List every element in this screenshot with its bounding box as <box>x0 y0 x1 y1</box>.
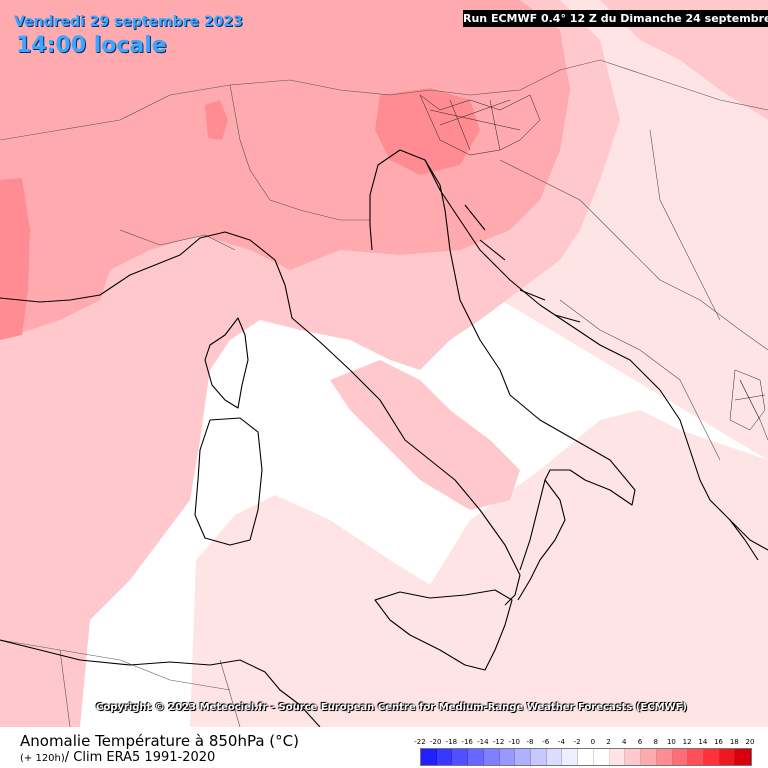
legend-tick-label: 12 <box>682 738 692 746</box>
legend-swatch <box>609 749 626 765</box>
coast-sardinia <box>194 417 263 546</box>
legend-tick-label: -2 <box>573 738 581 746</box>
country-borders <box>0 59 768 727</box>
anomaly-map <box>0 0 768 727</box>
coast-calabria <box>517 479 566 601</box>
lead-time: (+ 120h) <box>20 753 65 764</box>
legend-tick-label: -14 <box>477 738 489 746</box>
valid-date: Vendredi 29 septembre 2023 <box>14 14 243 30</box>
coast-balkans <box>424 159 768 551</box>
dense-regions <box>419 94 766 431</box>
legend-tick-label: -6 <box>542 738 550 746</box>
legend-swatch <box>421 749 437 765</box>
legend-tick-label: -16 <box>461 738 473 746</box>
legend-tick-label: 2 <box>606 738 611 746</box>
climatology-label: / Clim ERA5 1991-2020 <box>64 750 216 765</box>
legend-swatch <box>688 749 704 765</box>
coast-sicily <box>374 589 513 671</box>
legend-tick-label: -10 <box>508 738 520 746</box>
legend-tick-label: 8 <box>653 738 658 746</box>
legend-swatch <box>468 749 484 765</box>
legend-swatch <box>531 749 547 765</box>
legend-tick-label: -12 <box>492 738 505 746</box>
coast-ligurian <box>0 231 521 606</box>
legend-swatch <box>436 749 453 765</box>
legend-swatch <box>515 749 532 765</box>
legend-swatch <box>656 749 673 765</box>
legend-tick-label: -4 <box>557 738 565 746</box>
anomaly-zone-6-8 <box>0 0 570 340</box>
legend-tick-label: 6 <box>637 738 643 746</box>
legend-tick-label: 20 <box>745 738 755 746</box>
anomaly-zone-8-10-alps <box>205 100 228 140</box>
coastlines <box>0 149 768 727</box>
legend-tick-label: 4 <box>622 738 627 746</box>
valid-time: 14:00 locale <box>16 33 167 58</box>
legend-swatch <box>452 749 469 765</box>
legend-color-scale <box>420 748 752 766</box>
coast-corsica <box>204 317 249 409</box>
copyright-notice: Copyright © 2023 Meteociel.fr - Source E… <box>96 702 687 713</box>
legend-swatch <box>625 749 642 765</box>
legend-swatch <box>641 749 657 765</box>
legend-swatch <box>719 749 736 765</box>
legend-swatch <box>562 749 579 765</box>
parameter-title: Anomalie Température à 850hPa (°C) <box>20 732 299 750</box>
legend-tick-label: 16 <box>714 738 724 746</box>
coast-adriatic-italy <box>369 149 636 571</box>
legend-tick-label: 0 <box>590 738 596 746</box>
anomaly-zone-8-10-west <box>0 178 30 340</box>
legend-tick-label: -20 <box>429 738 442 746</box>
legend-tick-label: 18 <box>729 738 739 746</box>
legend-swatch <box>703 749 720 765</box>
legend-tick-label: 14 <box>698 738 708 746</box>
legend-tick-label: -22 <box>414 738 426 746</box>
anomaly-zone-4-6-east <box>600 0 768 120</box>
legend-tick-label: 10 <box>666 738 676 746</box>
legend-tick-label: -18 <box>445 738 458 746</box>
legend-swatch <box>593 749 610 765</box>
parameter-subtitle: (+ 120h)/ Clim ERA5 1991-2020 <box>20 750 215 765</box>
legend-tick-label: -8 <box>526 738 534 746</box>
legend-swatch <box>735 749 752 765</box>
legend-swatch <box>483 749 500 765</box>
legend-swatch <box>546 749 563 765</box>
coast-north-africa <box>0 639 321 727</box>
legend-swatch <box>578 749 594 765</box>
run-info-banner: Run ECMWF 0.4° 12 Z du Dimanche 24 septe… <box>463 10 768 27</box>
legend-tick-labels: -22 -20 -18 -16 -14 -12 -10 -8 -6 -4 -2 0 2 4 6 8 10 12 14… <box>414 738 755 748</box>
legend-swatch <box>499 749 516 765</box>
legend-swatch <box>672 749 689 765</box>
